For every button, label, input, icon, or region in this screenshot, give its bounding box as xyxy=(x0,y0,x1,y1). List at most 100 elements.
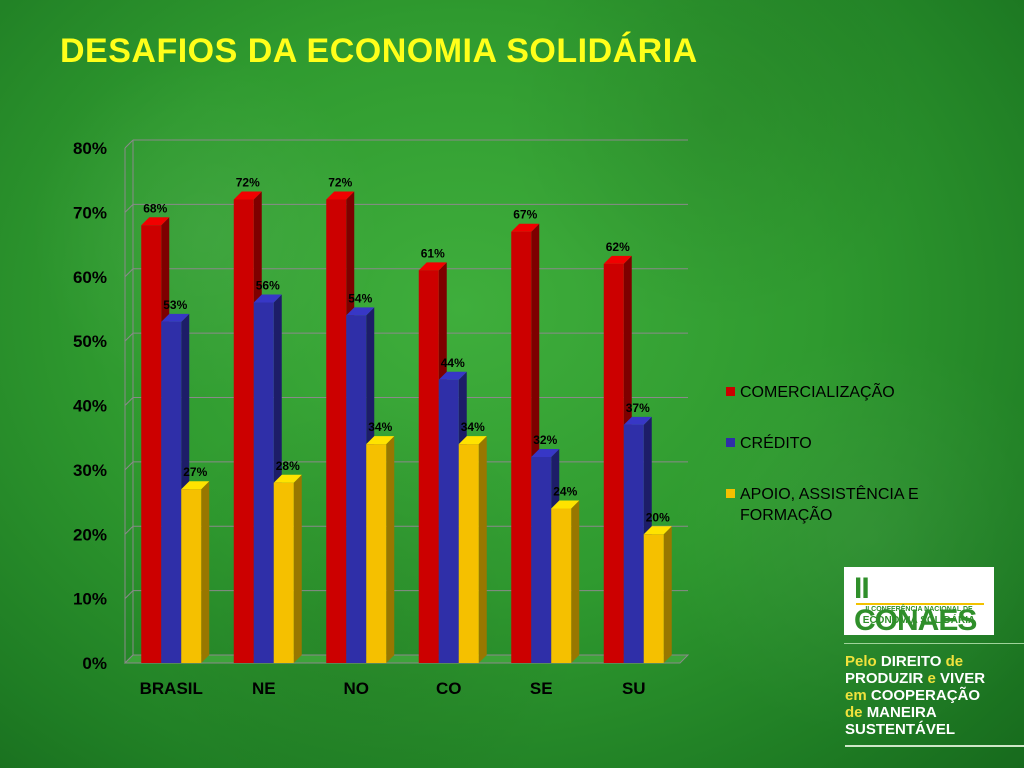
legend-swatch xyxy=(726,489,735,498)
data-label: 72% xyxy=(328,176,352,190)
data-label: 68% xyxy=(143,201,167,215)
logo-subtitle: II CONFERÊNCIA NACIONAL DE xyxy=(865,606,973,613)
gridline-side xyxy=(124,268,134,278)
legend-label: COMERCIALIZAÇÃO xyxy=(740,384,895,401)
legend-swatch xyxy=(726,438,735,447)
x-category-label: SU xyxy=(622,679,646,698)
bar-top xyxy=(346,307,375,316)
data-label: 44% xyxy=(441,356,465,370)
x-category-label: SE xyxy=(530,679,553,698)
bar xyxy=(326,199,347,663)
gridline-side xyxy=(124,461,134,471)
slogan-word: PRODUZIR xyxy=(845,670,924,687)
slogan-word: SUSTENTÁVEL xyxy=(845,721,956,738)
data-label: 28% xyxy=(276,459,300,473)
bar xyxy=(366,444,387,663)
conaes-logo: II CONAES II CONFERÊNCIA NACIONAL DE ECO… xyxy=(844,567,994,637)
bar xyxy=(438,379,459,663)
bar xyxy=(141,225,162,663)
bar xyxy=(623,424,644,663)
bar-top xyxy=(551,500,580,509)
bar-top xyxy=(273,474,302,483)
x-category-label: BRASIL xyxy=(140,679,203,698)
x-category-label: NE xyxy=(252,679,276,698)
bar-top xyxy=(326,191,355,200)
gridline-side xyxy=(124,332,134,342)
chart-floor xyxy=(123,654,690,664)
bar xyxy=(551,508,572,663)
bar xyxy=(531,457,552,663)
logo-divider xyxy=(856,603,984,605)
bar-side xyxy=(571,500,580,663)
bar-top xyxy=(366,436,395,445)
data-label: 54% xyxy=(348,291,372,305)
slogan-word: MANEIRA xyxy=(866,704,937,721)
bar-top xyxy=(643,526,672,535)
bar-top xyxy=(623,416,652,425)
bar xyxy=(458,444,479,663)
legend-label: CRÉDITO xyxy=(740,435,812,452)
data-label: 32% xyxy=(533,433,557,447)
slogan-word: de xyxy=(945,653,964,670)
logo-main-text: II CONAES xyxy=(854,572,977,637)
y-tick-label: 70% xyxy=(73,203,107,222)
slogan-word: Pelo xyxy=(845,653,877,670)
bar-top xyxy=(458,436,487,445)
gridline-side xyxy=(124,525,134,535)
y-tick-label: 60% xyxy=(73,268,107,287)
bar-top xyxy=(141,217,170,226)
page-title: DESAFIOS DA ECONOMIA SOLIDÁRIA xyxy=(60,32,698,70)
data-label: 34% xyxy=(461,420,485,434)
bar xyxy=(346,315,367,663)
data-label: 62% xyxy=(606,240,630,254)
y-tick-label: 10% xyxy=(73,590,107,609)
data-label: 37% xyxy=(626,401,650,415)
data-label: 56% xyxy=(256,279,280,293)
chart-legend: COMERCIALIZAÇÃO CRÉDITO APOIO, ASSISTÊNC… xyxy=(726,382,966,556)
bar-side xyxy=(663,526,672,663)
slogan: Pelo DIREITO de PRODUZIR e VIVER em COOP… xyxy=(845,653,1020,738)
bar xyxy=(418,270,439,663)
bar xyxy=(233,199,254,663)
bar-top xyxy=(511,223,540,232)
y-tick-label: 80% xyxy=(73,139,107,158)
data-label: 67% xyxy=(513,208,537,222)
legend-item-apoio: APOIO, ASSISTÊNCIA E FORMAÇÃO xyxy=(726,484,966,526)
slogan-word: e xyxy=(927,670,936,687)
data-label: 27% xyxy=(183,465,207,479)
slogan-word: VIVER xyxy=(940,670,986,687)
data-label: 53% xyxy=(163,298,187,312)
bar xyxy=(643,534,664,663)
y-tick-label: 50% xyxy=(73,332,107,351)
bar xyxy=(161,321,182,663)
legend-item-credito: CRÉDITO xyxy=(726,433,966,454)
bar xyxy=(603,263,624,663)
data-label: 61% xyxy=(421,246,445,260)
slogan-word: de xyxy=(845,704,863,721)
data-label: 24% xyxy=(553,485,577,499)
data-label: 20% xyxy=(646,510,670,524)
bar xyxy=(181,489,202,663)
bar-top xyxy=(161,313,190,322)
gridline-side xyxy=(124,139,134,149)
bar-top xyxy=(253,294,282,303)
bar-side xyxy=(293,474,302,663)
bar xyxy=(253,302,274,663)
divider-bottom xyxy=(845,745,1024,747)
bar-top xyxy=(233,191,262,200)
data-label: 72% xyxy=(236,176,260,190)
slogan-word: COOPERAÇÃO xyxy=(870,687,981,704)
slogan-word: em xyxy=(845,687,867,704)
bar-top xyxy=(438,371,467,380)
legend-label: APOIO, ASSISTÊNCIA E FORMAÇÃO xyxy=(740,486,919,524)
y-tick-label: 30% xyxy=(73,461,107,480)
gridline-side xyxy=(124,204,134,213)
x-category-label: CO xyxy=(436,679,462,698)
bar-top xyxy=(531,449,560,457)
data-label: 34% xyxy=(368,420,392,434)
y-tick-label: 40% xyxy=(73,397,107,416)
bar xyxy=(511,231,532,663)
divider-top xyxy=(844,643,1024,644)
bar-top xyxy=(181,481,210,490)
